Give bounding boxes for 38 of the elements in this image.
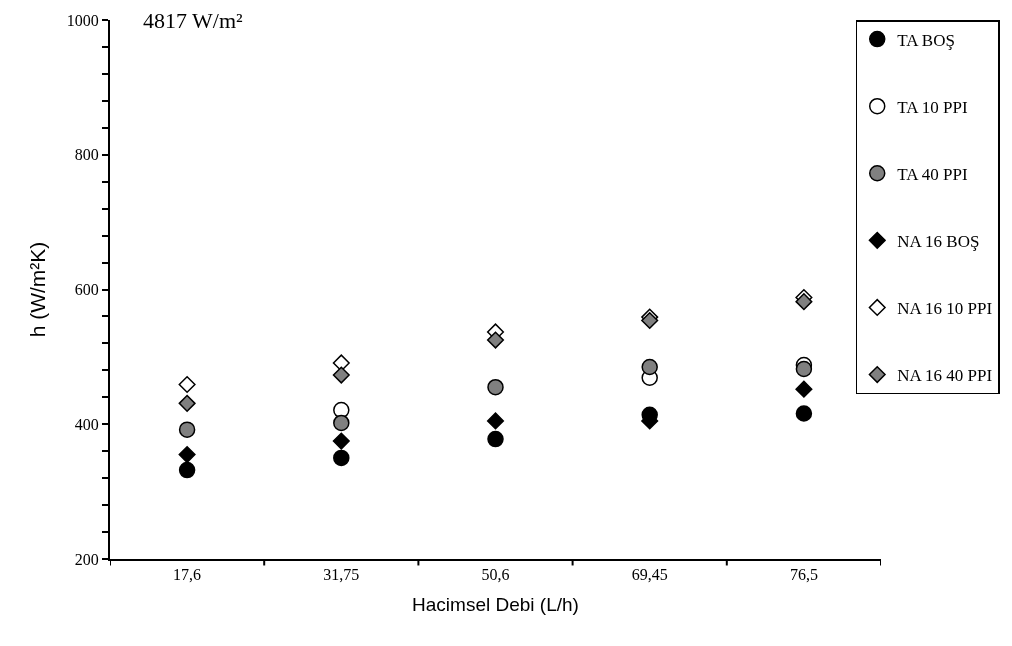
point — [332, 366, 350, 384]
y-tick-label: 1000 — [66, 11, 99, 29]
point — [178, 375, 196, 394]
legend-label: NA 16 10 PPI — [897, 299, 993, 319]
point — [795, 293, 813, 311]
x-tick-label: 17,6 — [173, 566, 202, 584]
point — [487, 378, 504, 396]
point — [795, 405, 813, 422]
point — [178, 394, 196, 412]
x-tick-label: 76,5 — [789, 566, 818, 584]
y-tick-label: 600 — [74, 281, 99, 299]
legend-label: NA 16 40 PPI — [897, 366, 993, 386]
point — [486, 331, 505, 349]
annotation: 4817 W/m² — [143, 8, 244, 33]
point — [178, 446, 196, 464]
legend-label: TA 10 PPI — [897, 97, 969, 117]
x-axis-title: Hacimsel Debi (L/h) — [412, 593, 579, 615]
point — [487, 430, 504, 448]
y-tick-label: 200 — [74, 550, 99, 568]
point — [333, 414, 350, 432]
point — [332, 432, 350, 450]
y-axis-title: h (W/m²K) — [26, 241, 50, 338]
point — [178, 421, 196, 438]
x-tick-label: 31,75 — [323, 566, 360, 584]
point — [641, 358, 658, 376]
point — [795, 360, 813, 378]
legend-label: TA 40 PPI — [897, 164, 969, 184]
x-tick-label: 69,45 — [631, 566, 668, 584]
point — [795, 380, 813, 398]
legend-label: NA 16 BOŞ — [897, 231, 980, 251]
y-tick-label: 800 — [74, 146, 99, 164]
x-tick-label: 50,6 — [481, 566, 510, 584]
legend-label: TA BOŞ — [897, 30, 955, 50]
point — [178, 461, 196, 479]
point — [641, 311, 659, 330]
point — [486, 412, 505, 430]
point — [333, 449, 350, 467]
y-tick-label: 400 — [74, 415, 99, 433]
